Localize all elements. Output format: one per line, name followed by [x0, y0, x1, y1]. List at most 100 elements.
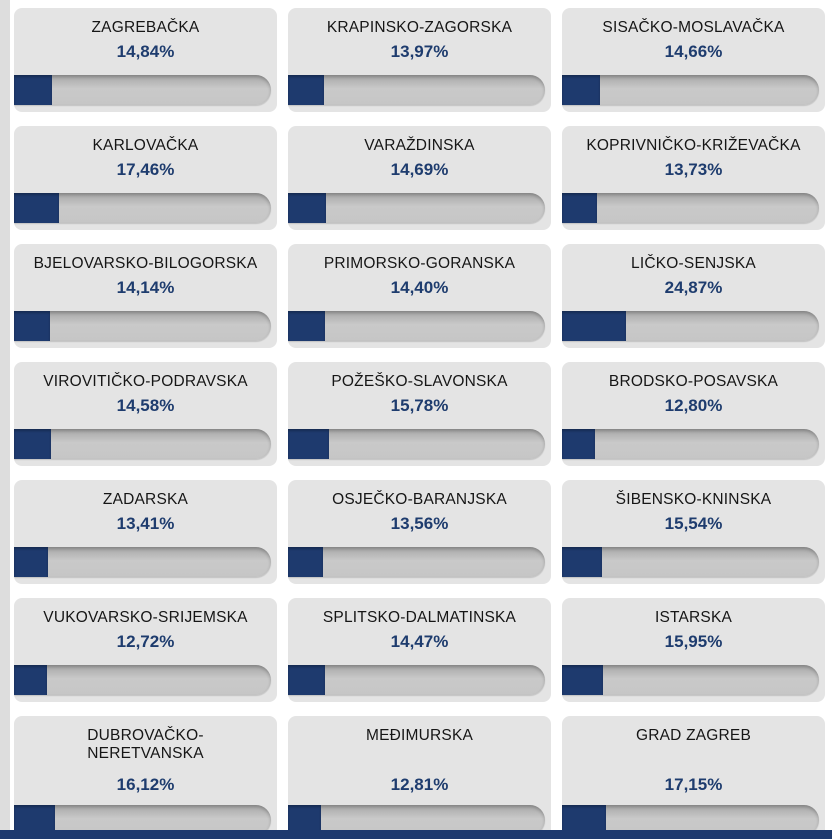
progress-bar-fill	[14, 193, 59, 223]
progress-bar	[14, 193, 271, 223]
turnout-percent: 17,15%	[664, 775, 723, 794]
progress-bar	[14, 665, 271, 695]
progress-bar-fill	[288, 547, 323, 577]
turnout-percent: 14,47%	[390, 632, 449, 651]
turnout-percent: 13,41%	[116, 514, 175, 533]
county-name: ZADARSKA	[102, 491, 189, 508]
progress-bar	[562, 429, 819, 459]
progress-bar-fill	[288, 429, 329, 459]
turnout-percent: 12,72%	[116, 632, 175, 651]
county-name: VIROVITIČKO-PODRAVSKA	[43, 373, 248, 390]
progress-bar-fill	[562, 75, 600, 105]
progress-bar-fill	[14, 311, 51, 341]
turnout-percent: 12,80%	[664, 396, 723, 415]
county-name: MEĐIMURSKA	[365, 727, 474, 744]
county-name: SPLITSKO-DALMATINSKA	[322, 609, 517, 626]
progress-bar	[14, 311, 271, 341]
county-card: ISTARSKA 15,95%	[562, 598, 825, 702]
progress-bar	[562, 547, 819, 577]
county-card: BJELOVARSKO-BILOGORSKA 14,14%	[14, 244, 277, 348]
turnout-percent: 14,69%	[390, 160, 449, 179]
county-turnout-grid: ZAGREBAČKA 14,84% KRAPINSKO-ZAGORSKA 13,97%…	[14, 8, 825, 839]
county-card: LIČKO-SENJSKA 24,87%	[562, 244, 825, 348]
turnout-percent: 15,54%	[664, 514, 723, 533]
county-card: MEĐIMURSKA 12,81%	[288, 716, 551, 839]
progress-bar	[14, 75, 271, 105]
county-card: KRAPINSKO-ZAGORSKA 13,97%	[288, 8, 551, 112]
county-name: KARLOVAČKA	[92, 137, 199, 154]
progress-bar	[562, 311, 819, 341]
county-name: VARAŽDINSKA	[364, 137, 475, 154]
progress-bar-fill	[14, 429, 52, 459]
turnout-percent: 14,84%	[116, 42, 175, 61]
county-name: BJELOVARSKO-BILOGORSKA	[33, 255, 258, 272]
turnout-percent: 15,95%	[664, 632, 723, 651]
progress-bar	[288, 311, 545, 341]
county-name: OSJEČKO-BARANJSKA	[332, 491, 507, 508]
county-name: LIČKO-SENJSKA	[631, 255, 756, 272]
county-name: BRODSKO-POSAVSKA	[608, 373, 779, 390]
progress-bar-fill	[562, 311, 626, 341]
county-card: ŠIBENSKO-KNINSKA 15,54%	[562, 480, 825, 584]
progress-bar-fill	[288, 75, 324, 105]
county-name: DUBROVAČKO- NERETVANSKA	[87, 727, 204, 762]
turnout-percent: 14,40%	[390, 278, 449, 297]
progress-bar	[562, 665, 819, 695]
progress-bar	[288, 75, 545, 105]
county-card: PRIMORSKO-GORANSKA 14,40%	[288, 244, 551, 348]
progress-bar	[288, 193, 545, 223]
progress-bar-fill	[288, 665, 326, 695]
county-name: ZAGREBAČKA	[91, 19, 200, 36]
progress-bar	[562, 193, 819, 223]
turnout-percent: 16,12%	[116, 775, 175, 794]
turnout-percent: 13,97%	[390, 42, 449, 61]
progress-bar-fill	[562, 547, 602, 577]
progress-bar	[14, 547, 271, 577]
county-card: SISAČKO-MOSLAVAČKA 14,66%	[562, 8, 825, 112]
county-name: KRAPINSKO-ZAGORSKA	[326, 19, 513, 36]
county-name: PRIMORSKO-GORANSKA	[323, 255, 516, 272]
progress-bar-fill	[562, 429, 595, 459]
turnout-percent: 14,66%	[664, 42, 723, 61]
county-name: VUKOVARSKO-SRIJEMSKA	[43, 609, 248, 626]
progress-bar-fill	[288, 193, 326, 223]
county-name: GRAD ZAGREB	[635, 727, 752, 744]
county-card: VIROVITIČKO-PODRAVSKA 14,58%	[14, 362, 277, 466]
turnout-percent: 14,14%	[116, 278, 175, 297]
progress-bar-fill	[14, 547, 49, 577]
progress-bar	[288, 547, 545, 577]
turnout-percent: 24,87%	[664, 278, 723, 297]
county-card: ZAGREBAČKA 14,84%	[14, 8, 277, 112]
county-name: ISTARSKA	[654, 609, 733, 626]
progress-bar	[288, 429, 545, 459]
county-card: DUBROVAČKO- NERETVANSKA 16,12%	[14, 716, 277, 839]
county-name: KOPRIVNIČKO-KRIŽEVAČKA	[586, 137, 801, 154]
turnout-percent: 12,81%	[390, 775, 449, 794]
county-card: OSJEČKO-BARANJSKA 13,56%	[288, 480, 551, 584]
progress-bar-fill	[14, 75, 53, 105]
county-card: ZADARSKA 13,41%	[14, 480, 277, 584]
county-card: POŽEŠKO-SLAVONSKA 15,78%	[288, 362, 551, 466]
county-name: ŠIBENSKO-KNINSKA	[615, 491, 772, 508]
footer-bar	[0, 830, 832, 839]
county-card: SPLITSKO-DALMATINSKA 14,47%	[288, 598, 551, 702]
turnout-percent: 14,58%	[116, 396, 175, 415]
county-name: SISAČKO-MOSLAVAČKA	[602, 19, 785, 36]
county-card: VUKOVARSKO-SRIJEMSKA 12,72%	[14, 598, 277, 702]
progress-bar	[288, 665, 545, 695]
progress-bar-fill	[288, 311, 325, 341]
county-card: KARLOVAČKA 17,46%	[14, 126, 277, 230]
county-card: VARAŽDINSKA 14,69%	[288, 126, 551, 230]
turnout-percent: 17,46%	[116, 160, 175, 179]
progress-bar	[562, 75, 819, 105]
progress-bar-fill	[562, 665, 603, 695]
county-card: KOPRIVNIČKO-KRIŽEVAČKA 13,73%	[562, 126, 825, 230]
turnout-percent: 13,73%	[664, 160, 723, 179]
progress-bar	[14, 429, 271, 459]
county-name: POŽEŠKO-SLAVONSKA	[331, 373, 508, 390]
county-card: BRODSKO-POSAVSKA 12,80%	[562, 362, 825, 466]
turnout-percent: 13,56%	[390, 514, 449, 533]
turnout-percent: 15,78%	[390, 396, 449, 415]
county-card: GRAD ZAGREB 17,15%	[562, 716, 825, 839]
progress-bar-fill	[14, 665, 47, 695]
